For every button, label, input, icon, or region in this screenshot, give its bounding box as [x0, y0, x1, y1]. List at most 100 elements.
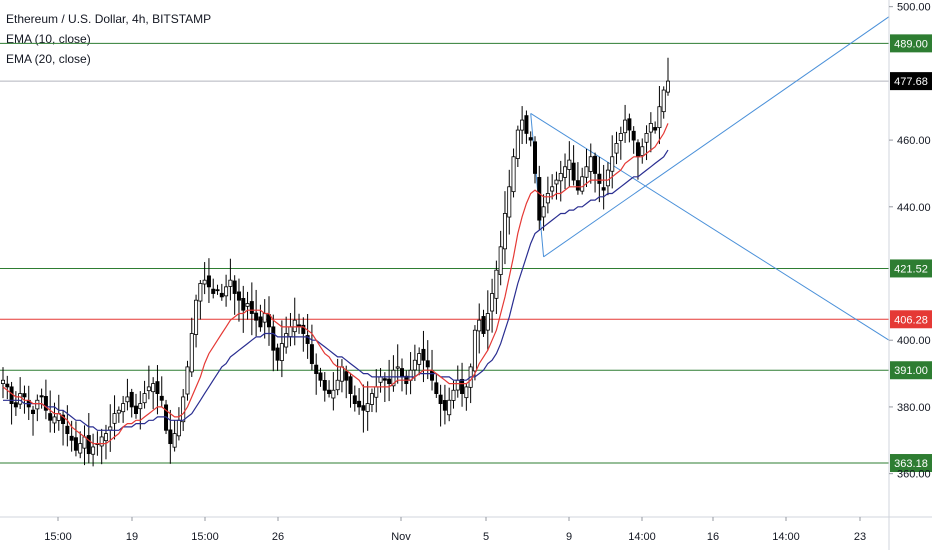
- candle-body: [447, 399, 452, 416]
- candle-body: [146, 386, 151, 392]
- candle-body: [335, 379, 340, 391]
- candle-body: [35, 399, 40, 410]
- level-price-badge: [890, 34, 932, 53]
- x-tick-label: 19: [126, 531, 138, 543]
- candle-body: [563, 166, 568, 178]
- candle-body: [502, 213, 507, 250]
- candle-body: [103, 433, 108, 442]
- candle-body: [601, 187, 606, 191]
- ascending-trendline[interactable]: [543, 16, 890, 258]
- level-price-label: 489.00: [894, 38, 928, 50]
- candle-body: [116, 409, 121, 414]
- x-tick-label: 5: [483, 531, 489, 543]
- candle-body: [631, 130, 636, 141]
- candle-body: [279, 343, 284, 361]
- last-price-badge: [890, 72, 932, 91]
- candle-body: [399, 368, 404, 378]
- candle-body: [378, 376, 383, 383]
- x-tick-label: 15:00: [191, 531, 219, 543]
- candle-body: [537, 177, 542, 221]
- level-price-badge: [890, 454, 932, 473]
- candle-body: [657, 106, 662, 129]
- candle-body: [412, 359, 417, 371]
- level-price-label: 391.00: [894, 365, 928, 377]
- candle-body: [224, 286, 229, 297]
- candle-body: [206, 275, 211, 288]
- candle-body: [258, 316, 263, 328]
- candle-body: [78, 443, 83, 454]
- candle-body: [387, 378, 392, 384]
- candle-body: [172, 433, 177, 448]
- candle-body: [533, 141, 538, 174]
- candle-body: [288, 326, 293, 337]
- candle-body: [477, 319, 482, 332]
- candle-body: [524, 115, 529, 134]
- candle-body: [211, 288, 216, 294]
- candle-body: [155, 381, 160, 394]
- candle-body: [176, 419, 181, 437]
- level-price-badge: [890, 361, 932, 380]
- candle-body: [344, 371, 349, 381]
- candle-body: [605, 169, 610, 187]
- candle-body: [464, 386, 469, 399]
- candle-body: [0, 379, 6, 384]
- candle-body: [455, 379, 460, 391]
- legend-ema-20[interactable]: EMA (20, close): [6, 52, 91, 66]
- candle-body: [142, 393, 147, 404]
- candle-body: [490, 293, 495, 312]
- legend-ema-10[interactable]: EMA (10, close): [6, 32, 91, 46]
- candle-body: [301, 324, 306, 334]
- candle-body: [593, 155, 598, 174]
- candle-body: [292, 319, 297, 333]
- candle-body: [168, 429, 173, 445]
- candle-body: [309, 344, 314, 364]
- candle-body: [284, 333, 289, 348]
- candle-body: [305, 335, 310, 344]
- candle-body: [194, 299, 199, 335]
- candle-body: [129, 391, 134, 408]
- candle-body: [314, 364, 319, 374]
- legend-symbol[interactable]: Ethereum / U.S. Dollar, 4h, BITSTAMP: [6, 12, 212, 26]
- candle-body: [357, 400, 362, 408]
- candle-body: [498, 246, 503, 275]
- candle-body: [61, 414, 66, 425]
- candle-body: [485, 313, 490, 331]
- candle-body: [73, 437, 78, 451]
- candle-body: [374, 386, 379, 398]
- candle-body: [86, 435, 91, 455]
- level-price-label: 406.28: [894, 314, 928, 326]
- candle-body: [181, 396, 186, 423]
- candle-body: [121, 403, 126, 413]
- candle-body: [434, 382, 439, 394]
- candle-body: [541, 206, 546, 218]
- candle-body: [584, 166, 589, 178]
- candle-body: [65, 425, 70, 435]
- candle-body: [13, 402, 18, 408]
- candle-body: [352, 395, 357, 404]
- candle-body: [22, 393, 27, 398]
- candle-body: [99, 436, 104, 447]
- candle-body: [31, 409, 36, 415]
- candle-body: [219, 292, 224, 298]
- candle-body: [198, 283, 203, 302]
- candle-body: [417, 353, 422, 365]
- candle-body: [666, 80, 671, 93]
- candle-body: [245, 303, 250, 307]
- candle-body: [241, 298, 246, 311]
- candle-body: [266, 314, 271, 328]
- candle-body: [421, 348, 426, 361]
- candle-body: [5, 383, 10, 388]
- descending-trendline[interactable]: [530, 112, 890, 341]
- y-tick-label: 500.00: [897, 2, 931, 14]
- y-tick-label: 360.00: [897, 469, 931, 481]
- candle-body: [322, 379, 327, 391]
- candle-body: [228, 279, 233, 287]
- candle-body: [554, 179, 559, 185]
- candle-body: [528, 137, 533, 141]
- last-price-label: 477.68: [894, 76, 928, 88]
- candle-body: [571, 162, 576, 181]
- candle-body: [472, 329, 477, 372]
- candle-body: [43, 396, 48, 411]
- ema-10-line: [2, 123, 669, 445]
